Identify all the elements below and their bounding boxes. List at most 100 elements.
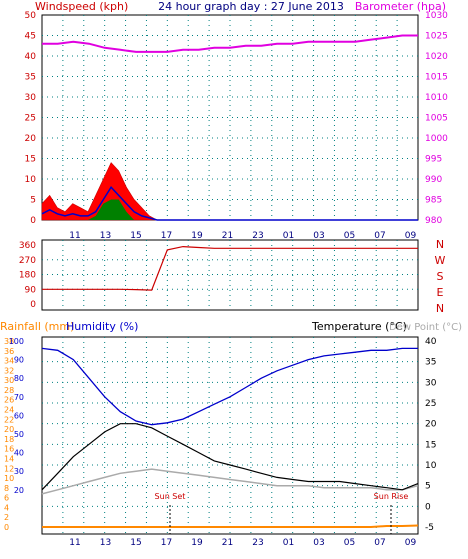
temp-tick-label: 10 <box>425 461 437 471</box>
direction-tick-label: 360 <box>19 241 36 251</box>
humidity-y-ticks: 20 30 40 50 60 70 80 90 100 <box>9 337 24 495</box>
barometer-tick-label: 990 <box>425 175 442 185</box>
x-tick-label: 15 <box>130 538 141 548</box>
humidity-tick-label: 50 <box>14 430 24 439</box>
wind-direction-line <box>42 245 418 291</box>
temp-tick-label: 30 <box>425 378 437 388</box>
rain-tick-label: 30 <box>4 376 14 385</box>
x-tick-label: 01 <box>283 538 294 548</box>
windspeed-tick-label: 35 <box>25 73 36 83</box>
temp-tick-label: 5 <box>425 482 431 492</box>
windspeed-tick-label: 30 <box>25 93 37 103</box>
x-tick-label: 11 <box>69 538 80 548</box>
rain-tick-label: 10 <box>4 474 14 483</box>
wind-x-ticks: 11 13 15 17 19 21 23 01 03 05 07 09 <box>69 231 416 241</box>
sunset-label: Sun Set <box>155 492 186 501</box>
direction-tick-label: 90 <box>25 285 37 295</box>
x-tick-label: 11 <box>69 231 80 241</box>
rain-tick-label: 4 <box>4 503 9 512</box>
temp-tick-label: 20 <box>425 420 437 430</box>
temp-panel-border <box>41 336 419 535</box>
dew-point-line <box>41 468 419 495</box>
humidity-tick-label: 100 <box>9 337 24 346</box>
x-tick-label: 05 <box>344 538 355 548</box>
rain-tick-label: 0 <box>4 523 9 532</box>
x-tick-label: 21 <box>222 231 233 241</box>
compass-label: E <box>437 286 444 299</box>
barometer-tick-label: 1005 <box>425 114 448 124</box>
temperature-axis-title: Temperature (°C) <box>311 320 407 333</box>
windspeed-tick-label: 15 <box>25 155 36 165</box>
dew-point-axis-title: Dew Point (°C) <box>389 322 462 333</box>
barometer-axis-title: Barometer (hpa) <box>355 0 446 13</box>
x-tick-label: 23 <box>252 538 263 548</box>
rain-tick-label: 24 <box>4 406 14 415</box>
temp-y-ticks: -5 0 5 10 15 20 25 30 35 40 <box>425 337 437 533</box>
direction-tick-label: 270 <box>19 256 36 266</box>
wind-y-ticks: 0 5 10 15 20 25 30 35 40 45 50 <box>25 11 37 226</box>
windspeed-tick-label: 0 <box>30 216 36 226</box>
direction-y-ticks: 360 270 180 90 0 <box>19 241 36 310</box>
x-tick-label: 05 <box>344 231 355 241</box>
temp-tick-label: 0 <box>425 502 431 512</box>
compass-label: S <box>437 270 444 283</box>
wind-green-area <box>42 199 418 220</box>
temp-panel-grid <box>42 337 418 534</box>
x-tick-label: 01 <box>283 231 294 241</box>
x-tick-label: 23 <box>252 231 263 241</box>
barometer-tick-label: 1025 <box>425 32 448 42</box>
humidity-axis-title: Humidity (%) <box>66 320 138 333</box>
x-tick-label: 07 <box>374 231 385 241</box>
compass-label: W <box>435 254 446 267</box>
rain-tick-label: 16 <box>4 445 14 454</box>
barometer-y-ticks: 980 985 990 995 1000 1005 1010 1015 1020 1025 1030 <box>425 11 448 226</box>
x-tick-label: 07 <box>374 538 385 548</box>
rain-tick-label: 36 <box>4 347 14 356</box>
windspeed-tick-label: 25 <box>25 114 36 124</box>
barometer-tick-label: 1030 <box>425 11 448 21</box>
x-tick-label: 17 <box>161 538 172 548</box>
rainfall-axis-title: Rainfall (mm) <box>0 320 74 333</box>
humidity-tick-label: 90 <box>14 356 24 365</box>
rain-tick-label: 18 <box>4 435 14 444</box>
temp-tick-label: 40 <box>425 337 437 347</box>
humidity-tick-label: 20 <box>14 486 24 495</box>
x-tick-label: 03 <box>313 231 324 241</box>
windspeed-tick-label: 40 <box>25 52 37 62</box>
rain-tick-label: 34 <box>4 357 14 366</box>
rainfall-line <box>42 524 419 528</box>
rain-tick-label: 32 <box>4 366 14 375</box>
x-tick-label: 19 <box>191 538 203 548</box>
barometer-tick-label: 1010 <box>425 93 448 103</box>
temp-humidity-panel: Sun Set Sun Rise Rainfall (mm) Humidity … <box>0 320 462 548</box>
barometer-tick-label: 1020 <box>425 52 448 62</box>
sunrise-label: Sun Rise <box>374 492 409 501</box>
x-tick-label: 09 <box>405 231 417 241</box>
rain-tick-label: 26 <box>4 396 14 405</box>
direction-tick-label: 0 <box>30 300 36 310</box>
chart-title: 24 hour graph day : 27 June 2013 <box>158 0 344 13</box>
windspeed-tick-label: 50 <box>25 11 37 21</box>
rain-tick-label: 20 <box>4 425 14 434</box>
windspeed-tick-label: 45 <box>25 32 36 42</box>
wind-gust-line <box>41 185 418 221</box>
windspeed-tick-label: 10 <box>25 175 37 185</box>
temp-tick-label: 35 <box>425 358 436 368</box>
rain-tick-label: 12 <box>4 464 14 473</box>
rain-tick-label: 8 <box>4 484 9 493</box>
wind-barometer-panel: Windspeed (kph) 24 hour graph day : 27 J… <box>25 0 449 241</box>
barometer-tick-label: 995 <box>425 155 442 165</box>
temp-tick-label: -5 <box>425 523 434 533</box>
x-tick-label: 09 <box>405 538 417 548</box>
humidity-tick-label: 80 <box>14 374 24 383</box>
temperature-line <box>41 423 419 491</box>
x-tick-label: 21 <box>222 538 233 548</box>
x-tick-label: 13 <box>100 538 111 548</box>
direction-panel-grid <box>42 240 418 310</box>
wind-speed-area <box>41 162 418 221</box>
barometer-line <box>42 34 418 53</box>
